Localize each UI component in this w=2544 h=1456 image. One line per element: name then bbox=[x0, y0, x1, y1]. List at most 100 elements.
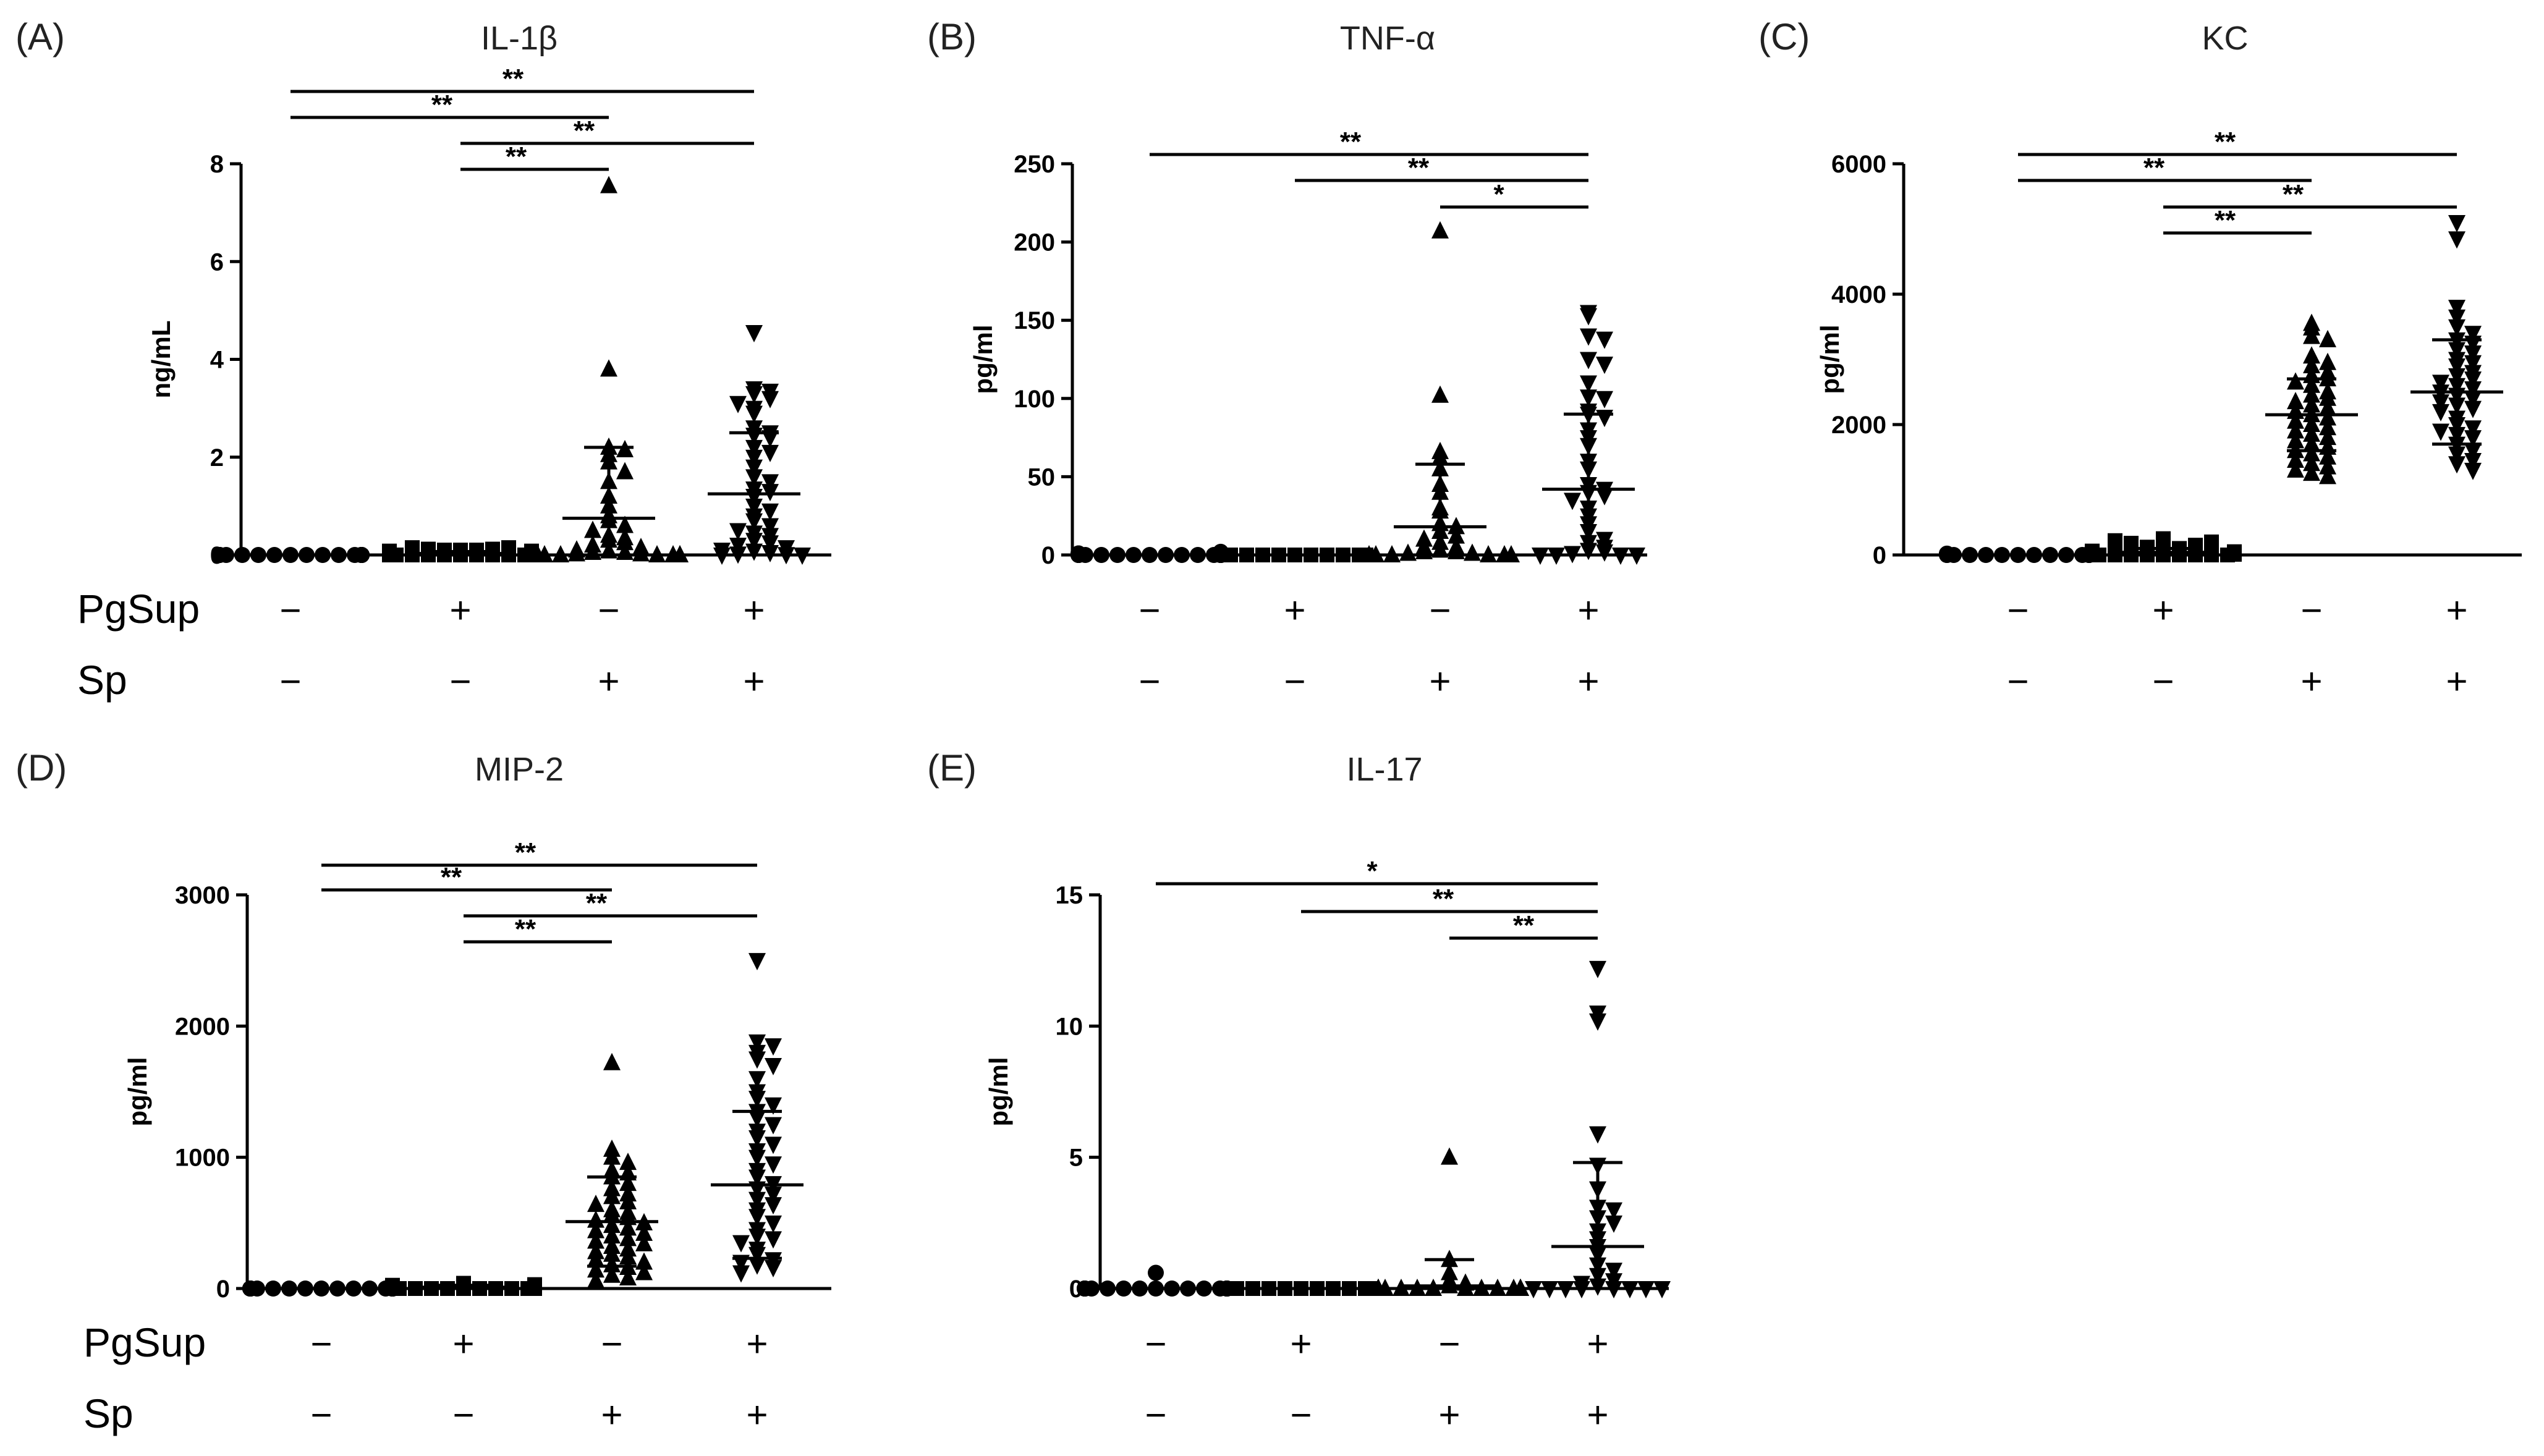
condition-pgsup-minus: − bbox=[1138, 590, 1160, 631]
row-label-pgsup: PgSup bbox=[77, 586, 200, 632]
data-point bbox=[1448, 526, 1465, 544]
data-point bbox=[382, 543, 397, 559]
condition-pgsup-plus: + bbox=[2446, 590, 2467, 631]
condition-pgsup-plus: + bbox=[1587, 1323, 1608, 1365]
data-point bbox=[2319, 467, 2336, 485]
data-point bbox=[2287, 392, 2304, 410]
condition-pgsup-plus: + bbox=[449, 590, 471, 631]
y-axis-label: pg/ml bbox=[1815, 325, 1844, 394]
significance-label: ** bbox=[2215, 127, 2236, 157]
condition-sp-plus: + bbox=[598, 661, 619, 702]
data-point bbox=[2287, 451, 2304, 468]
data-point bbox=[234, 547, 250, 563]
condition-pgsup-minus: − bbox=[310, 1323, 332, 1365]
data-point bbox=[2448, 309, 2466, 327]
condition-sp-plus: + bbox=[1429, 661, 1451, 702]
panel-title: IL-17 bbox=[1346, 751, 1422, 788]
data-group-3 bbox=[566, 1052, 658, 1289]
data-point bbox=[729, 523, 747, 541]
data-point bbox=[748, 1051, 766, 1069]
data-group-3 bbox=[529, 176, 689, 562]
data-point bbox=[2108, 533, 2122, 548]
data-point bbox=[794, 548, 811, 565]
data-point bbox=[2448, 446, 2466, 464]
data-point bbox=[729, 538, 747, 556]
data-point bbox=[2319, 388, 2336, 406]
data-point bbox=[1532, 548, 1549, 565]
data-point bbox=[748, 1091, 766, 1109]
condition-sp-minus: − bbox=[1145, 1394, 1166, 1436]
condition-pgsup-minus: − bbox=[598, 590, 619, 631]
data-point bbox=[603, 1147, 621, 1165]
data-point bbox=[2287, 372, 2304, 390]
data-point bbox=[616, 515, 634, 533]
condition-pgsup-plus: + bbox=[743, 590, 765, 631]
data-point bbox=[1605, 1263, 1622, 1280]
data-point bbox=[362, 1280, 378, 1297]
significance-label: ** bbox=[2215, 205, 2236, 235]
panel-letter: (E) bbox=[927, 747, 977, 789]
data-point bbox=[1605, 1215, 1622, 1233]
data-group-4 bbox=[2410, 214, 2503, 480]
data-point bbox=[1223, 1281, 1237, 1296]
y-tick-label: 0 bbox=[1041, 542, 1055, 569]
data-point bbox=[1637, 1281, 1655, 1298]
y-tick-label: 100 bbox=[1014, 386, 1055, 413]
data-point bbox=[765, 1097, 782, 1115]
data-point bbox=[745, 386, 763, 404]
data-point bbox=[635, 1223, 653, 1241]
data-point bbox=[2156, 531, 2171, 546]
data-point bbox=[2303, 356, 2320, 374]
data-group-3 bbox=[1370, 1147, 1529, 1296]
data-point bbox=[552, 545, 569, 562]
significance-label: ** bbox=[1513, 910, 1535, 941]
data-point bbox=[1541, 1281, 1558, 1298]
data-point bbox=[635, 1234, 653, 1251]
data-point bbox=[603, 1265, 621, 1283]
data-point bbox=[2085, 543, 2100, 559]
data-point bbox=[1621, 1281, 1639, 1298]
data-group-2 bbox=[382, 540, 539, 562]
data-point bbox=[765, 1187, 782, 1204]
data-point bbox=[584, 520, 601, 538]
significance-label: ** bbox=[574, 116, 595, 146]
condition-pgsup-plus: + bbox=[1577, 590, 1599, 631]
data-group-4 bbox=[708, 324, 811, 565]
data-point bbox=[587, 1195, 604, 1213]
data-point bbox=[635, 1252, 653, 1270]
data-group-2 bbox=[1223, 1281, 1380, 1296]
data-point bbox=[587, 1210, 604, 1228]
data-point bbox=[1448, 541, 1465, 559]
data-point bbox=[2204, 548, 2219, 562]
data-point bbox=[765, 1058, 782, 1076]
data-point bbox=[2319, 428, 2336, 446]
y-tick-label: 0 bbox=[1873, 542, 1886, 569]
data-point bbox=[1093, 547, 1109, 563]
data-point bbox=[1589, 1126, 1606, 1144]
significance-label: ** bbox=[2283, 179, 2304, 210]
data-point bbox=[1580, 352, 1597, 370]
y-tick-label: 0 bbox=[216, 1276, 230, 1303]
data-point bbox=[1431, 448, 1449, 466]
data-point bbox=[2319, 352, 2336, 370]
significance-label: ** bbox=[502, 64, 524, 94]
y-tick-label: 5 bbox=[1069, 1145, 1083, 1172]
data-point bbox=[2303, 346, 2320, 364]
data-point bbox=[211, 547, 227, 563]
data-point bbox=[1564, 493, 1581, 510]
data-point bbox=[616, 543, 634, 561]
data-point bbox=[2287, 460, 2304, 478]
panel-title: KC bbox=[2202, 20, 2248, 57]
data-point bbox=[729, 396, 747, 413]
data-point bbox=[2464, 345, 2482, 363]
data-point bbox=[1370, 1279, 1387, 1296]
data-point bbox=[1589, 1013, 1606, 1031]
data-point bbox=[1148, 1264, 1164, 1281]
data-point bbox=[2108, 548, 2122, 562]
data-point bbox=[1612, 548, 1629, 565]
data-group-2 bbox=[1216, 548, 1373, 562]
y-axis-label: pg/ml bbox=[984, 1057, 1013, 1127]
condition-pgsup-minus: − bbox=[601, 1323, 622, 1365]
data-point bbox=[765, 1260, 782, 1278]
